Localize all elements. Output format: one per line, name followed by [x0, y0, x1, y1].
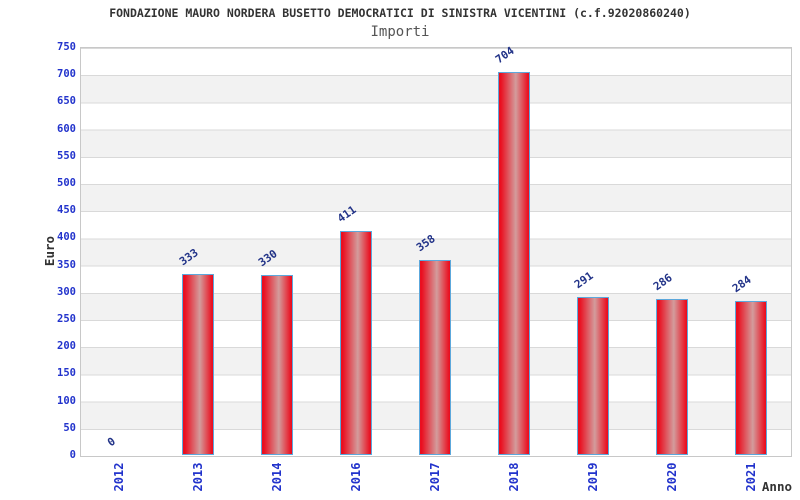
- bar: [576, 296, 609, 455]
- y-tick-label: 150: [57, 367, 76, 380]
- bar: [182, 273, 215, 455]
- x-tick-label: 2021: [743, 462, 758, 492]
- y-tick-label: 50: [63, 421, 76, 434]
- y-tick-label: 700: [57, 68, 76, 81]
- y-tick-label: 500: [57, 177, 76, 189]
- y-tick-label: 400: [57, 231, 76, 244]
- y-tick-label: 750: [57, 41, 76, 53]
- x-axis-title: Anno: [761, 479, 792, 494]
- bar: [497, 72, 530, 455]
- y-tick-label: 350: [57, 258, 76, 271]
- x-tick-label: 2018: [506, 462, 521, 492]
- y-tick-label: 300: [57, 285, 76, 298]
- bar: [419, 260, 451, 455]
- x-tick-label: 2017: [428, 462, 442, 492]
- chart-title: FONDAZIONE MAURO NORDERA BUSETTO DEMOCRA…: [109, 6, 691, 20]
- bar: [340, 231, 373, 455]
- chart-subtitle: Importi: [370, 24, 430, 40]
- x-tick-label: 2020: [664, 462, 679, 492]
- bar: [655, 299, 688, 455]
- y-tick-label: 600: [57, 122, 76, 135]
- y-tick-label: 200: [57, 340, 76, 353]
- x-tick-label: 2013: [191, 462, 206, 492]
- y-tick-label: 650: [57, 95, 76, 108]
- x-tick-label: 2016: [349, 462, 364, 492]
- x-tick-label: 2012: [112, 462, 127, 492]
- y-axis-title: Euro: [42, 235, 57, 267]
- y-tick-label: 450: [57, 204, 76, 217]
- y-tick-label: 250: [57, 313, 76, 325]
- x-tick-label: 2019: [585, 462, 600, 492]
- bar: [261, 275, 294, 455]
- x-tick-label: 2014: [270, 462, 285, 492]
- y-tick-label: 550: [57, 149, 76, 162]
- y-tick-label: 100: [57, 394, 76, 407]
- bar: [734, 300, 767, 455]
- y-tick-label: 0: [69, 449, 76, 461]
